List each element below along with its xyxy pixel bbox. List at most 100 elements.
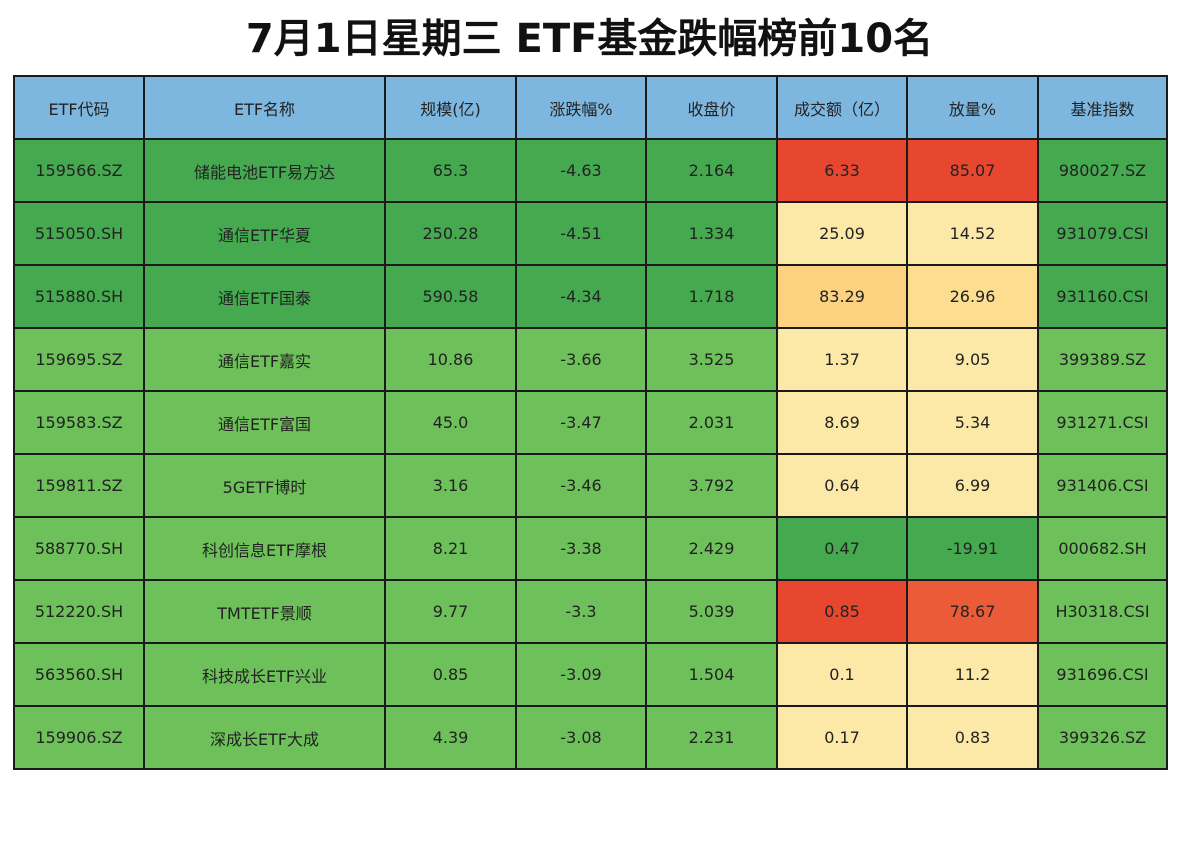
table-cell: 85.07	[906, 138, 1039, 203]
table-cell: 5GETF博时	[143, 453, 386, 518]
table-cell: 0.83	[906, 705, 1039, 770]
table-cell: 931079.CSI	[1037, 201, 1168, 266]
table-cell: 1.718	[645, 264, 778, 329]
table-cell: 4.39	[384, 705, 517, 770]
table-cell: 5.34	[906, 390, 1039, 455]
table-cell: 931271.CSI	[1037, 390, 1168, 455]
table-row: 588770.SH 科创信息ETF摩根 8.21 -3.38 2.429 0.47 -19.…	[13, 516, 1168, 581]
table-cell: -3.38	[515, 516, 647, 581]
table-cell: 250.28	[384, 201, 517, 266]
column-header: ETF代码	[13, 75, 145, 140]
table-cell: 8.69	[776, 390, 908, 455]
table-row: 159906.SZ 深成长ETF大成 4.39 -3.08 2.231 0.17 0.83 3…	[13, 705, 1168, 770]
table-cell: -3.09	[515, 642, 647, 707]
table-cell: -3.47	[515, 390, 647, 455]
table-cell: 159906.SZ	[13, 705, 145, 770]
table-cell: 590.58	[384, 264, 517, 329]
table-cell: 科技成长ETF兴业	[143, 642, 386, 707]
table-row: 512220.SH TMTETF景顺 9.77 -3.3 5.039 0.85 78.67 H…	[13, 579, 1168, 644]
table-cell: 6.33	[776, 138, 908, 203]
table-cell: 0.47	[776, 516, 908, 581]
table-cell: 9.77	[384, 579, 517, 644]
table-cell: 科创信息ETF摩根	[143, 516, 386, 581]
table-cell: 2.164	[645, 138, 778, 203]
table-cell: 3.16	[384, 453, 517, 518]
table-cell: 45.0	[384, 390, 517, 455]
table-cell: 1.37	[776, 327, 908, 392]
table-row: 563560.SH 科技成长ETF兴业 0.85 -3.09 1.504 0.1 11.2 9…	[13, 642, 1168, 707]
table-row: 159695.SZ 通信ETF嘉实 10.86 -3.66 3.525 1.37 9.05 3…	[13, 327, 1168, 392]
table-cell: 159695.SZ	[13, 327, 145, 392]
table-row: 159583.SZ 通信ETF富国 45.0 -3.47 2.031 8.69 5.34 93…	[13, 390, 1168, 455]
table-cell: 深成长ETF大成	[143, 705, 386, 770]
table-cell: 11.2	[906, 642, 1039, 707]
table-row: 515050.SH 通信ETF华夏 250.28 -4.51 1.334 25.09 14.…	[13, 201, 1168, 266]
table-cell: 通信ETF富国	[143, 390, 386, 455]
table-cell: -4.34	[515, 264, 647, 329]
table-cell: 931160.CSI	[1037, 264, 1168, 329]
column-header: 收盘价	[645, 75, 778, 140]
table-cell: -19.91	[906, 516, 1039, 581]
table-cell: 2.429	[645, 516, 778, 581]
table-cell: 0.85	[384, 642, 517, 707]
table-cell: 159583.SZ	[13, 390, 145, 455]
table-cell: 83.29	[776, 264, 908, 329]
table-cell: 65.3	[384, 138, 517, 203]
table-cell: 0.64	[776, 453, 908, 518]
table-cell: 159811.SZ	[13, 453, 145, 518]
table-cell: 512220.SH	[13, 579, 145, 644]
table-cell: 0.85	[776, 579, 908, 644]
table-cell: 000682.SH	[1037, 516, 1168, 581]
table-cell: 399326.SZ	[1037, 705, 1168, 770]
table-cell: 3.525	[645, 327, 778, 392]
column-header: 成交额（亿）	[776, 75, 908, 140]
table-cell: 通信ETF国泰	[143, 264, 386, 329]
table-cell: 563560.SH	[13, 642, 145, 707]
column-header: 涨跌幅%	[515, 75, 647, 140]
column-header: 基准指数	[1037, 75, 1168, 140]
table-cell: 1.334	[645, 201, 778, 266]
etf-table: ETF代码 ETF名称 规模(亿) 涨跌幅% 收盘价 成交额（亿） 放量% 基准指数 1595…	[13, 75, 1168, 770]
table-cell: 931406.CSI	[1037, 453, 1168, 518]
table-cell: 8.21	[384, 516, 517, 581]
table-cell: 10.86	[384, 327, 517, 392]
table-cell: 980027.SZ	[1037, 138, 1168, 203]
table-cell: 515880.SH	[13, 264, 145, 329]
table-cell: 通信ETF嘉实	[143, 327, 386, 392]
table-cell: TMTETF景顺	[143, 579, 386, 644]
table-row: 515880.SH 通信ETF国泰 590.58 -4.34 1.718 83.29 26.…	[13, 264, 1168, 329]
table-cell: 588770.SH	[13, 516, 145, 581]
column-header: 规模(亿)	[384, 75, 517, 140]
table-cell: -3.46	[515, 453, 647, 518]
table-body: 159566.SZ 储能电池ETF易方达 65.3 -4.63 2.164 6.33 85.…	[13, 138, 1168, 770]
table-cell: 1.504	[645, 642, 778, 707]
table-cell: -3.3	[515, 579, 647, 644]
table-cell: 5.039	[645, 579, 778, 644]
table-cell: 159566.SZ	[13, 138, 145, 203]
column-header: ETF名称	[143, 75, 386, 140]
table-cell: -4.51	[515, 201, 647, 266]
table-cell: 6.99	[906, 453, 1039, 518]
table-cell: 3.792	[645, 453, 778, 518]
table-cell: H30318.CSI	[1037, 579, 1168, 644]
table-cell: -3.08	[515, 705, 647, 770]
table-cell: 0.17	[776, 705, 908, 770]
table-cell: 26.96	[906, 264, 1039, 329]
column-header: 放量%	[906, 75, 1039, 140]
table-cell: 储能电池ETF易方达	[143, 138, 386, 203]
table-cell: 14.52	[906, 201, 1039, 266]
table-cell: 9.05	[906, 327, 1039, 392]
table-cell: 399389.SZ	[1037, 327, 1168, 392]
table-row: 159811.SZ 5GETF博时 3.16 -3.46 3.792 0.64 6.99 93…	[13, 453, 1168, 518]
table-cell: 931696.CSI	[1037, 642, 1168, 707]
table-cell: 通信ETF华夏	[143, 201, 386, 266]
table-cell: 78.67	[906, 579, 1039, 644]
table-cell: 25.09	[776, 201, 908, 266]
table-cell: -4.63	[515, 138, 647, 203]
table-cell: 515050.SH	[13, 201, 145, 266]
table-cell: 0.1	[776, 642, 908, 707]
title: 7月1日星期三 ETF基金跌幅榜前10名	[245, 16, 934, 62]
table-cell: 2.231	[645, 705, 778, 770]
table-cell: -3.66	[515, 327, 647, 392]
header-row: ETF代码 ETF名称 规模(亿) 涨跌幅% 收盘价 成交额（亿） 放量% 基准指数	[13, 75, 1168, 140]
